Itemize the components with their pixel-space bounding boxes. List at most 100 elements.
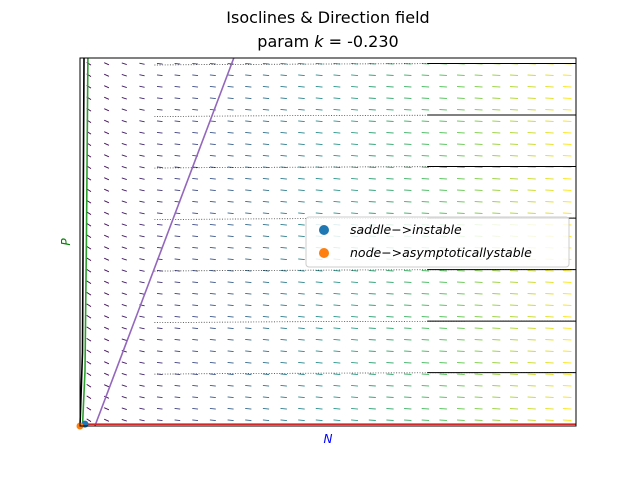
field-arrow: [421, 86, 430, 88]
field-arrow: [474, 109, 483, 111]
field-arrow: [139, 189, 145, 192]
field-arrow: [421, 120, 430, 122]
field-arrow: [156, 235, 163, 238]
field-arrow: [315, 166, 323, 169]
field-arrow: [104, 211, 110, 215]
field-arrow: [509, 362, 519, 364]
field-arrow: [104, 108, 110, 112]
field-arrow: [192, 338, 199, 341]
field-arrow: [456, 166, 465, 168]
field-arrow: [262, 281, 270, 284]
field-arrow: [404, 373, 412, 375]
field-arrow: [456, 362, 465, 364]
field-arrow: [156, 292, 163, 295]
field-arrow: [562, 132, 572, 134]
field-arrow: [492, 362, 501, 364]
field-arrow: [139, 120, 145, 123]
field-arrow: [474, 132, 483, 134]
field-arrow: [351, 419, 359, 422]
field-arrow: [245, 304, 252, 307]
field-arrow: [562, 120, 572, 122]
field-arrow: [545, 109, 554, 111]
field-arrow: [245, 85, 252, 88]
field-arrow: [298, 200, 305, 203]
field-arrow: [527, 293, 536, 295]
field-arrow: [262, 85, 270, 88]
field-arrow: [315, 315, 323, 318]
field-arrow: [351, 361, 359, 364]
field-arrow: [527, 339, 536, 341]
field-arrow: [509, 293, 519, 295]
field-arrow: [245, 223, 252, 226]
field-arrow: [333, 327, 341, 330]
field-arrow: [368, 304, 376, 306]
field-arrow: [209, 281, 216, 284]
field-arrow: [315, 177, 323, 180]
field-arrow: [227, 200, 234, 203]
field-arrow: [139, 281, 145, 284]
field-arrow: [351, 304, 359, 307]
field-arrow: [527, 201, 536, 203]
field-arrow: [104, 361, 110, 365]
field-arrow: [421, 408, 430, 410]
field-arrow: [439, 109, 447, 111]
field-arrow: [351, 85, 359, 88]
field-arrow: [192, 327, 199, 330]
field-arrow: [439, 74, 447, 76]
field-arrow: [280, 419, 287, 422]
field-arrow: [280, 62, 287, 65]
field-arrow: [333, 315, 341, 318]
field-arrow: [121, 96, 127, 100]
field-arrow: [245, 338, 252, 341]
field-arrow: [386, 385, 394, 387]
field-arrow: [227, 62, 234, 65]
field-arrow: [104, 234, 110, 238]
field-arrow: [298, 120, 305, 123]
field-arrow: [562, 212, 572, 214]
field-arrow: [209, 74, 216, 77]
field-arrow: [227, 246, 234, 249]
field-arrow: [315, 131, 323, 134]
field-arrow: [333, 373, 341, 376]
field-arrow: [509, 143, 519, 145]
field-arrow: [545, 166, 554, 168]
field-arrow: [86, 418, 92, 422]
field-arrow: [474, 362, 483, 364]
field-arrow: [492, 408, 501, 410]
field-arrow: [262, 97, 270, 100]
field-arrow: [527, 270, 536, 272]
field-arrow: [562, 281, 572, 283]
field-arrow: [156, 338, 163, 341]
field-arrow: [527, 178, 536, 180]
field-arrow: [368, 132, 376, 134]
field-arrow: [421, 155, 430, 157]
field-arrow: [104, 85, 110, 89]
field-arrow: [333, 131, 341, 134]
field-arrow: [545, 189, 554, 191]
field-arrow: [439, 166, 447, 168]
field-arrow: [104, 315, 110, 319]
field-arrow: [386, 86, 394, 88]
field-arrow: [333, 108, 341, 111]
field-arrow: [562, 86, 572, 88]
field-arrow: [192, 361, 199, 364]
field-arrow: [439, 189, 447, 191]
field-arrow: [298, 189, 305, 192]
field-arrow: [527, 350, 536, 352]
field-arrow: [209, 212, 216, 215]
field-arrow: [121, 303, 127, 307]
field-arrow: [280, 396, 287, 399]
field-arrow: [209, 97, 216, 100]
field-arrow: [139, 384, 145, 387]
field-arrow: [404, 120, 412, 122]
field-arrow: [156, 200, 163, 203]
field-arrow: [262, 327, 270, 330]
chart-subtitle: param k = -0.230: [257, 32, 398, 51]
field-arrow: [474, 293, 483, 295]
field-arrow: [298, 281, 305, 284]
plot-frame: [79, 57, 577, 427]
field-arrow: [368, 178, 376, 180]
field-arrow: [280, 97, 287, 100]
field-arrow: [174, 120, 181, 123]
